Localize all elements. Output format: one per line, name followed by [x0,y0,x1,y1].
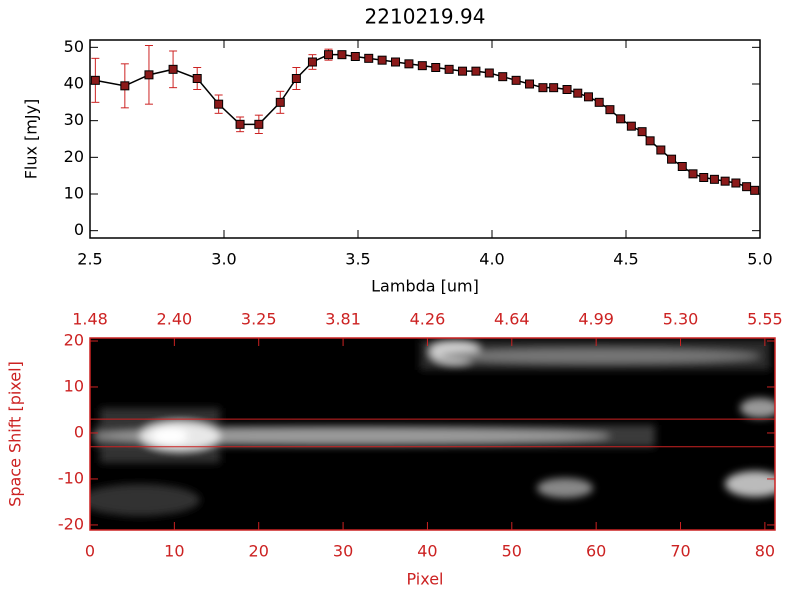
marker [699,173,709,182]
plot-frame [89,39,761,239]
marker [291,74,301,83]
marker [364,53,374,63]
marker [350,52,360,61]
x2-tick-label: 4.99 [578,310,614,329]
x-axis-label: Lambda [um] [371,277,479,296]
marker [235,119,245,129]
x-tick-label: 0 [85,542,95,561]
image-features [90,340,775,516]
x-tick-label: 20 [249,542,269,561]
x2-tick-label: 1.48 [72,310,108,329]
marker [431,63,441,72]
marker [214,99,224,109]
marker [538,83,548,93]
marker [677,162,687,171]
chart-title: 2210219.94 [365,5,486,29]
x-tick-label: 2.5 [77,250,102,269]
marker [731,178,741,188]
marker [720,176,730,186]
x-tick-label: 5.0 [747,250,772,269]
marker [471,66,481,76]
x-tick-label: 70 [670,542,690,561]
marker [637,127,647,137]
marker [192,74,202,83]
y-tick-label: 0 [74,422,84,441]
y-tick-label: 10 [64,184,84,203]
x2-tick-label: 5.55 [747,310,783,329]
x-tick-label: 80 [755,542,775,561]
x-tick-label: 30 [333,542,353,561]
marker [525,79,535,89]
marker [594,97,604,107]
marker [307,57,317,67]
y-tick-label: -20 [58,514,84,533]
x-tick-label: 60 [586,542,606,561]
marker [168,64,178,74]
marker [511,75,521,85]
x2-tick-label: 3.81 [325,310,361,329]
marker [417,61,427,71]
spectrum-image [90,338,775,530]
marker [656,145,666,155]
marker [616,114,626,124]
x-tick-label: 50 [502,542,522,561]
marker [688,169,698,179]
marker [626,121,636,131]
marker [254,119,264,129]
marker [549,83,559,93]
x2-tick-label: 5.30 [663,310,699,329]
marker [484,68,494,78]
y-axis-label: Space Shift [pixel] [6,361,25,507]
y-tick-label: 20 [64,330,84,349]
x-tick-label: 40 [417,542,437,561]
x-tick-label: 4.0 [479,250,504,269]
x-axis-label: Pixel [406,570,443,589]
x-tick-label: 3.0 [211,250,236,269]
x-tick-label: 10 [164,542,184,561]
y-tick-label: 10 [64,376,84,395]
marker [667,154,677,164]
y-tick-label: 0 [74,220,84,239]
marker [391,57,401,67]
marker [275,97,285,107]
marker [742,182,752,192]
y-tick-label: 20 [64,147,84,166]
marker [337,50,347,60]
marker [404,59,414,69]
x2-tick-label: 3.25 [241,310,277,329]
marker [324,50,334,60]
plot-frame [89,337,776,531]
marker [498,72,508,82]
marker [605,105,615,115]
y-tick-label: 30 [64,110,84,129]
y-tick-label: 50 [64,37,84,56]
marker [709,174,719,184]
marker [573,88,583,98]
y-axis-label: Flux [mJy] [22,99,41,180]
marker [444,64,454,74]
x-tick-label: 3.5 [345,250,370,269]
y-tick-label: -10 [58,468,84,487]
marker [645,136,655,146]
marker [583,92,593,102]
y-tick-label: 40 [64,74,84,93]
marker [90,75,100,85]
x-tick-label: 4.5 [613,250,638,269]
marker [377,55,387,65]
marker [120,81,130,91]
x2-tick-label: 2.40 [157,310,193,329]
marker [750,185,760,195]
marker [458,66,468,76]
x2-tick-label: 4.64 [494,310,530,329]
marker [144,70,154,80]
marker [562,85,572,94]
x2-tick-label: 4.26 [410,310,446,329]
